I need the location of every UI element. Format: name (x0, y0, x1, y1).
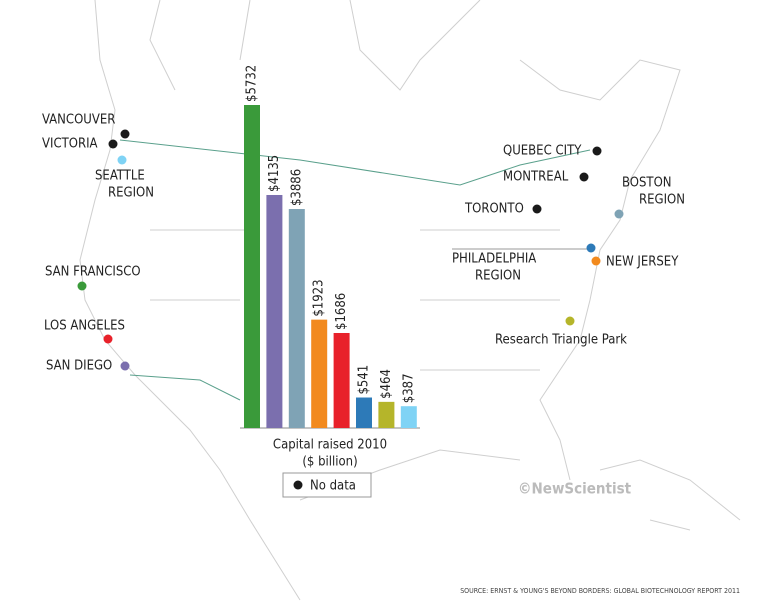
city-label: MONTREAL (503, 170, 569, 185)
value-label: $5732 (245, 65, 260, 102)
value-label: $541 (357, 365, 372, 395)
city-label: TORONTO (464, 202, 524, 217)
city-label: REGION (639, 193, 685, 208)
city-dot (579, 172, 589, 182)
bar (311, 319, 328, 428)
bar (244, 105, 260, 428)
value-label: $3886 (289, 169, 304, 206)
city-label: Research Triangle Park (495, 333, 627, 348)
city-label: VICTORIA (42, 137, 98, 152)
city-dot (586, 243, 596, 253)
city-dot (120, 129, 130, 139)
city-dot (614, 209, 624, 219)
legend-dot (293, 480, 303, 490)
city-label: BOSTON (622, 176, 672, 191)
city-label: QUEBEC CITY (503, 144, 582, 159)
city-label: LOS ANGELES (44, 319, 125, 334)
value-label: $1686 (334, 293, 349, 330)
city-label: PHILADELPHIA (452, 252, 536, 267)
axis-label: Capital raised 2010 (273, 438, 387, 453)
city-label: VANCOUVER (42, 113, 115, 128)
map-background (79, 0, 741, 601)
source: SOURCE: ERNST & YOUNG'S BEYOND BORDERS: … (460, 587, 740, 595)
axis-label: ($ billion) (302, 455, 357, 470)
city-dot (108, 139, 118, 149)
value-label: $387 (401, 373, 416, 403)
city-dot (532, 204, 542, 214)
city-label: REGION (475, 269, 521, 284)
value-label: $4135 (267, 155, 282, 192)
bar (266, 194, 283, 428)
city-dot (117, 155, 127, 165)
city-label: SEATTLE (95, 169, 145, 184)
city-label: NEW JERSEY (606, 255, 679, 270)
legend-label: No data (310, 479, 356, 494)
bar (333, 332, 350, 428)
city-dot (565, 316, 575, 326)
city-dot (591, 256, 601, 266)
city-label: SAN FRANCISCO (45, 265, 141, 280)
value-label: $1923 (312, 279, 327, 316)
city-dot (120, 361, 130, 371)
value-label: $464 (379, 369, 394, 399)
bar (356, 397, 372, 428)
city-label: SAN DIEGO (46, 359, 112, 374)
bar (400, 406, 417, 428)
city-dot (103, 334, 113, 344)
bar (288, 209, 305, 428)
bar (378, 401, 395, 428)
city-dot (77, 281, 87, 291)
credit: ©NewScientist (518, 480, 632, 498)
city-label: REGION (108, 186, 154, 201)
city-dot (592, 146, 602, 156)
